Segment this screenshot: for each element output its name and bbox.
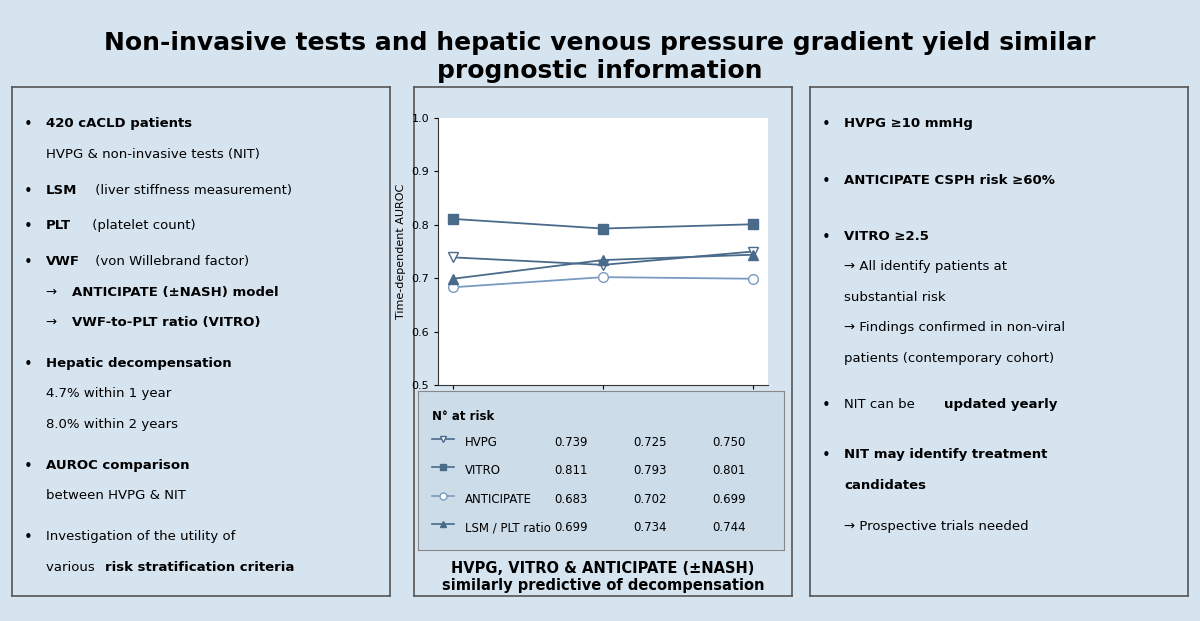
Text: VWF: VWF — [46, 255, 80, 268]
Text: •: • — [23, 357, 32, 372]
Text: updated yearly: updated yearly — [944, 397, 1057, 410]
Text: •: • — [23, 459, 32, 474]
Text: between HVPG & NIT: between HVPG & NIT — [46, 489, 186, 502]
Text: patients (contemporary cohort): patients (contemporary cohort) — [844, 351, 1054, 365]
Text: NIT can be: NIT can be — [844, 397, 919, 410]
Text: PLT: PLT — [46, 219, 71, 232]
Text: 0.702: 0.702 — [634, 492, 667, 505]
Text: HVPG, VITRO & ANTICIPATE (±NASH)
similarly predictive of decompensation: HVPG, VITRO & ANTICIPATE (±NASH) similar… — [442, 561, 764, 593]
Text: 0.801: 0.801 — [712, 464, 745, 477]
Text: •: • — [23, 219, 32, 234]
Text: 0.739: 0.739 — [554, 435, 588, 448]
Text: N° at risk: N° at risk — [432, 410, 494, 424]
Text: •: • — [821, 397, 830, 412]
Text: •: • — [821, 117, 830, 132]
Text: HVPG: HVPG — [466, 435, 498, 448]
Text: (von Willebrand factor): (von Willebrand factor) — [91, 255, 250, 268]
Text: 0.699: 0.699 — [712, 492, 745, 505]
Text: VITRO: VITRO — [466, 464, 502, 477]
Text: •: • — [23, 117, 32, 132]
Text: Investigation of the utility of: Investigation of the utility of — [46, 530, 235, 543]
Text: 4.7% within 1 year: 4.7% within 1 year — [46, 388, 172, 401]
Text: (platelet count): (platelet count) — [88, 219, 196, 232]
Text: Hepatic decompensation: Hepatic decompensation — [46, 357, 232, 370]
Text: → Prospective trials needed: → Prospective trials needed — [844, 520, 1028, 533]
Text: LSM / PLT ratio: LSM / PLT ratio — [466, 521, 551, 534]
Text: substantial risk: substantial risk — [844, 291, 946, 304]
Text: 0.811: 0.811 — [554, 464, 588, 477]
Text: VITRO ≥2.5: VITRO ≥2.5 — [844, 230, 929, 243]
Text: 0.734: 0.734 — [634, 521, 667, 534]
Text: → Findings confirmed in non-viral: → Findings confirmed in non-viral — [844, 321, 1066, 334]
Text: •: • — [821, 173, 830, 189]
Y-axis label: Time-dependent AUROC: Time-dependent AUROC — [396, 184, 406, 319]
Text: HVPG ≥10 mmHg: HVPG ≥10 mmHg — [844, 117, 973, 130]
Text: →: → — [46, 316, 61, 329]
Text: →: → — [46, 286, 61, 299]
Text: 0.683: 0.683 — [554, 492, 588, 505]
Text: 0.725: 0.725 — [634, 435, 667, 448]
Text: LSM: LSM — [46, 184, 77, 197]
Text: candidates: candidates — [844, 479, 926, 492]
Text: •: • — [821, 448, 830, 463]
Text: 8.0% within 2 years: 8.0% within 2 years — [46, 418, 178, 431]
Text: ANTICIPATE CSPH risk ≥60%: ANTICIPATE CSPH risk ≥60% — [844, 173, 1055, 186]
Text: •: • — [23, 530, 32, 545]
Text: HVPG & non-invasive tests (NIT): HVPG & non-invasive tests (NIT) — [46, 148, 260, 161]
Text: AUROC comparison: AUROC comparison — [46, 459, 190, 472]
Text: VWF-to-PLT ratio (VITRO): VWF-to-PLT ratio (VITRO) — [72, 316, 260, 329]
Text: ANTICIPATE (±NASH) model: ANTICIPATE (±NASH) model — [72, 286, 280, 299]
Text: Non-invasive tests and hepatic venous pressure gradient yield similar
prognostic: Non-invasive tests and hepatic venous pr… — [104, 31, 1096, 83]
Text: •: • — [23, 184, 32, 199]
Text: 0.750: 0.750 — [712, 435, 745, 448]
Text: → All identify patients at: → All identify patients at — [844, 260, 1007, 273]
Text: (liver stiffness measurement): (liver stiffness measurement) — [91, 184, 293, 197]
X-axis label: Time (months): Time (months) — [563, 410, 643, 420]
Text: ANTICIPATE: ANTICIPATE — [466, 492, 532, 505]
Text: risk stratification criteria: risk stratification criteria — [104, 561, 294, 574]
Text: •: • — [821, 230, 830, 245]
Text: 420 cACLD patients: 420 cACLD patients — [46, 117, 192, 130]
Text: 0.744: 0.744 — [712, 521, 745, 534]
Text: 0.793: 0.793 — [634, 464, 667, 477]
Text: 0.699: 0.699 — [554, 521, 588, 534]
Text: various: various — [46, 561, 100, 574]
Text: NIT may identify treatment: NIT may identify treatment — [844, 448, 1048, 461]
Text: •: • — [23, 255, 32, 270]
